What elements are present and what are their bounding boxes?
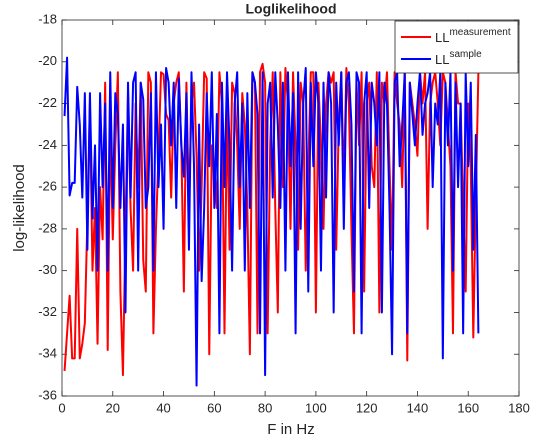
x-tick-label: 20 <box>106 400 120 415</box>
legend-superscript: sample <box>449 49 482 60</box>
chart-title: Loglikelihood <box>246 1 337 17</box>
x-tick-label: 160 <box>457 400 479 415</box>
y-tick-label: -34 <box>38 346 57 361</box>
y-tick-label: -28 <box>38 220 57 235</box>
x-tick-label: 40 <box>156 400 170 415</box>
x-tick-label: 60 <box>207 400 221 415</box>
y-tick-label: -26 <box>38 179 57 194</box>
x-tick-label: 140 <box>407 400 429 415</box>
legend-superscript: measurement <box>449 27 510 38</box>
legend-name: LL <box>435 30 449 45</box>
x-tick-label: 100 <box>305 400 327 415</box>
legend-name: LL <box>435 52 449 67</box>
y-tick-label: -22 <box>38 95 57 110</box>
legend-box <box>394 20 519 74</box>
y-axis-label: log-likelihood <box>11 164 28 252</box>
x-tick-label: 80 <box>258 400 272 415</box>
y-tick-label: -20 <box>38 53 57 68</box>
legend-label: LLsample <box>435 49 482 68</box>
y-tick-label: -18 <box>38 11 57 26</box>
y-tick-label: -30 <box>38 262 57 277</box>
x-tick-label: 180 <box>508 400 530 415</box>
y-tick-label: -24 <box>38 137 57 152</box>
x-axis-label: F in Hz <box>267 421 315 438</box>
legend-label: LLmeasurement <box>435 27 511 46</box>
y-tick-label: -32 <box>38 304 57 319</box>
y-tick-label: -36 <box>38 387 57 402</box>
x-tick-label: 0 <box>58 400 65 415</box>
series-line <box>63 56 480 387</box>
x-tick-label: 120 <box>356 400 378 415</box>
